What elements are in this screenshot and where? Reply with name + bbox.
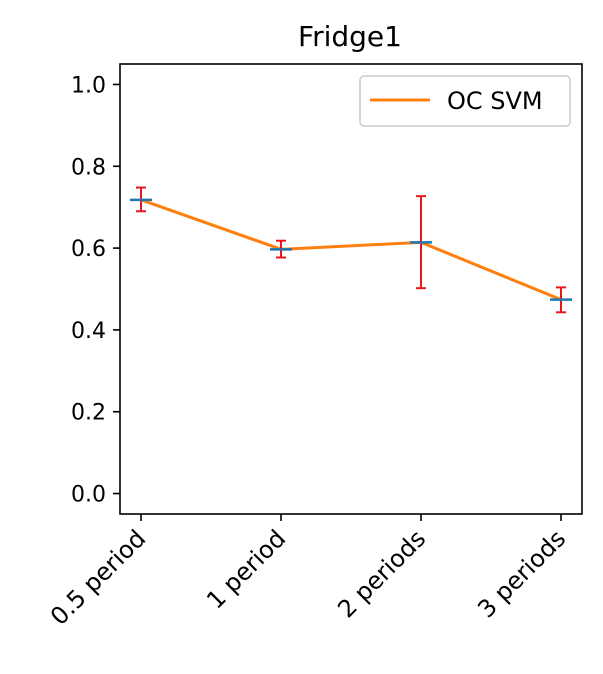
legend: OC SVM [359, 75, 571, 127]
x-axis: 0.5 period 1 period 2 periods 3 periods [45, 514, 571, 631]
y-tick-label: 0.6 [71, 237, 106, 262]
plot-area [119, 63, 583, 515]
series-line [140, 198, 562, 302]
x-tick-label: 1 period [201, 524, 291, 614]
y-tick-label: 0.8 [71, 155, 106, 180]
x-tick-label: 3 periods [472, 524, 571, 623]
y-axis: 0.0 0.2 0.4 0.6 0.8 1.0 [71, 73, 120, 508]
y-tick-label: 1.0 [71, 73, 106, 98]
y-tick-label: 0.4 [71, 319, 106, 344]
legend-label: OC SVM [447, 87, 543, 115]
legend-box [359, 75, 571, 127]
x-tick-label: 2 periods [332, 524, 431, 623]
x-tick-label: 0.5 period [45, 524, 151, 630]
axes-frame [119, 63, 583, 515]
y-tick-label: 0.2 [71, 401, 106, 426]
y-tick-label: 0.0 [71, 483, 106, 508]
chart-title: Fridge1 [298, 20, 402, 53]
